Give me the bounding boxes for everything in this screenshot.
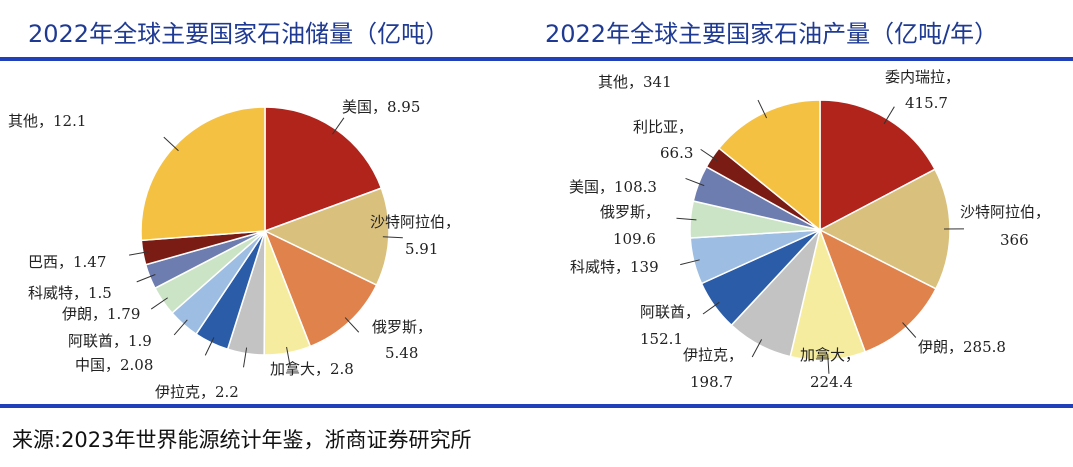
slice-label: 俄罗斯， — [600, 203, 660, 221]
leader-line — [676, 217, 697, 221]
top-divider — [0, 57, 1073, 61]
slice-label: 其他，12.1 — [8, 112, 86, 130]
leader-line — [173, 319, 188, 336]
chart-title-production: 2022年全球主要国家石油产量（亿吨/年） — [545, 20, 999, 48]
slice-label: 加拿大，2.8 — [270, 360, 354, 378]
leader-line — [136, 274, 156, 283]
bottom-divider — [0, 404, 1073, 408]
slice-label: 委内瑞拉， — [885, 68, 960, 86]
slice-label: 中国，2.08 — [75, 356, 153, 374]
slice-label: 沙特阿拉伯， — [960, 203, 1050, 221]
leader-line — [163, 136, 179, 152]
chart-title-reserves: 2022年全球主要国家石油储量（亿吨） — [28, 20, 450, 48]
leader-line — [286, 346, 291, 367]
slice-label: 美国，8.95 — [342, 98, 420, 116]
leader-line — [751, 339, 763, 358]
leader-line — [344, 317, 360, 333]
slice-label: 其他，341 — [598, 73, 672, 91]
leader-line — [757, 99, 768, 119]
leader-line — [827, 353, 830, 374]
slice-value-label: 366 — [1000, 231, 1029, 249]
leader-line — [382, 236, 403, 239]
leader-line — [129, 251, 149, 256]
slice-value-label: 66.3 — [660, 144, 693, 162]
leader-line — [700, 148, 718, 162]
leader-line — [685, 177, 705, 187]
source-note: 来源:2023年世界能源统计年鉴，浙商证券研究所 — [12, 428, 472, 452]
leader-line — [150, 297, 168, 310]
leader-line — [702, 301, 720, 315]
leader-line — [243, 347, 248, 368]
slice-label: 伊朗，285.8 — [918, 338, 1006, 356]
slice-label: 利比亚， — [633, 118, 693, 136]
slice-label: 俄罗斯， — [372, 318, 432, 336]
slice-label: 沙特阿拉伯， — [370, 213, 460, 231]
slice-label: 美国，108.3 — [569, 178, 657, 196]
slice-label: 巴西，1.47 — [28, 253, 106, 271]
leader-line — [204, 337, 215, 356]
pie-slice-0-10 — [140, 106, 266, 242]
slice-label: 伊拉克， — [683, 346, 743, 364]
slice-label: 伊拉克，2.2 — [155, 383, 239, 401]
slice-label: 科威特，1.5 — [28, 284, 112, 302]
slice-value-label: 198.7 — [690, 373, 733, 391]
leader-line — [332, 117, 345, 135]
slice-label: 阿联酋， — [640, 303, 700, 321]
slice-label: 科威特，139 — [570, 258, 659, 276]
slice-value-label: 152.1 — [640, 330, 683, 348]
leader-line — [883, 106, 895, 125]
slice-value-label: 5.91 — [405, 240, 438, 258]
slice-value-label: 415.7 — [905, 94, 948, 112]
slice-value-label: 109.6 — [613, 230, 656, 248]
leader-line — [902, 322, 917, 338]
slice-label: 加拿大， — [800, 346, 860, 364]
slice-value-label: 5.48 — [385, 344, 418, 362]
slice-value-label: 224.4 — [810, 373, 853, 391]
slice-label: 伊朗，1.79 — [62, 305, 140, 323]
leader-line — [680, 259, 700, 266]
slice-label: 阿联酋，1.9 — [68, 332, 152, 350]
